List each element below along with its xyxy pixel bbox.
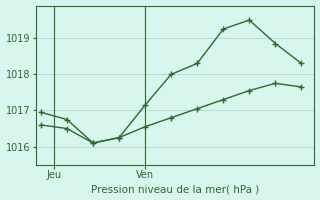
X-axis label: Pression niveau de la mer( hPa ): Pression niveau de la mer( hPa ) [91,184,259,194]
